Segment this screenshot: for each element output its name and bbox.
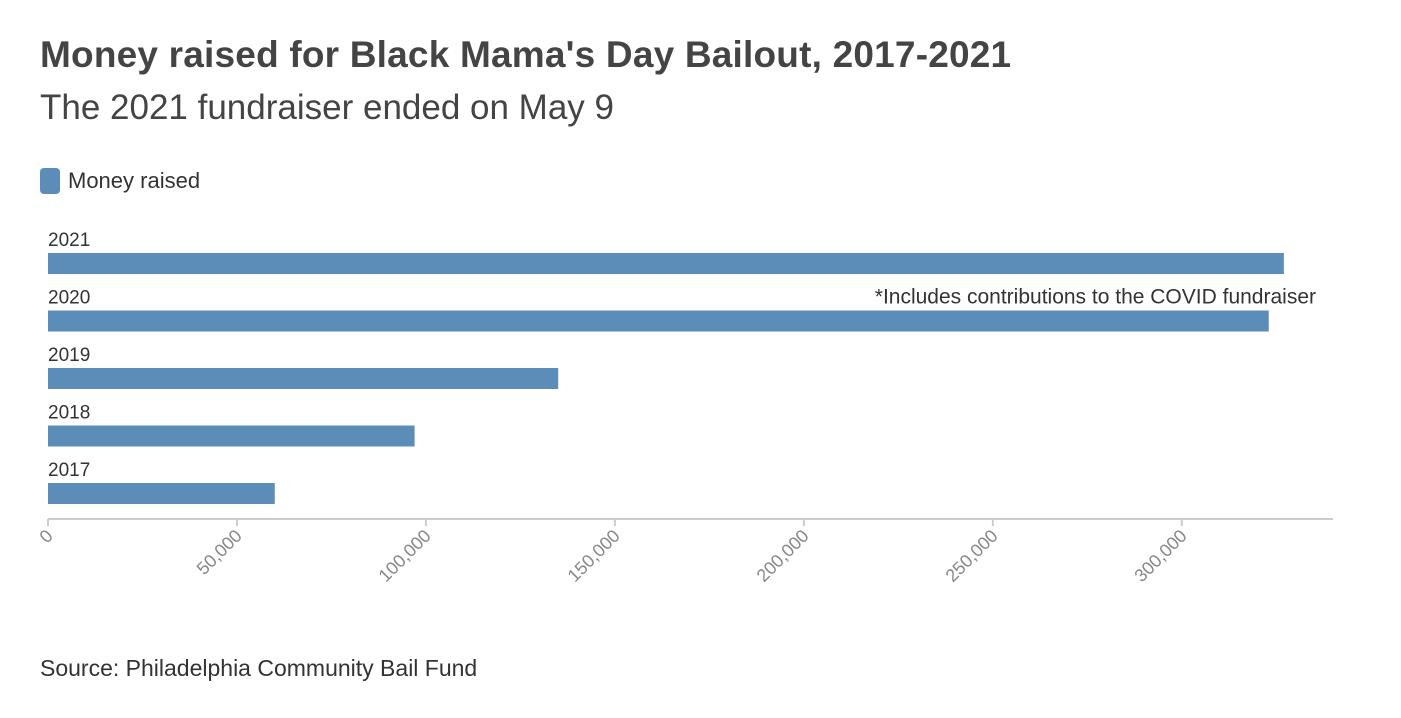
x-tick-label-2: 100,000 <box>375 526 435 586</box>
category-label-2021: 2021 <box>48 230 90 251</box>
chart-subtitle: The 2021 fundraiser ended on May 9 <box>40 88 614 127</box>
category-label-2018: 2018 <box>48 403 90 424</box>
annotation-note: *Includes contributions to the COVID fun… <box>875 286 1316 309</box>
x-tick-label-5: 250,000 <box>942 526 1002 586</box>
chart-title: Money raised for Black Mama's Day Bailou… <box>40 34 1012 75</box>
source-note: Source: Philadelphia Community Bail Fund <box>40 655 478 681</box>
bar-2020 <box>48 310 1269 332</box>
x-tick-label-1: 50,000 <box>193 526 246 579</box>
category-label-2019: 2019 <box>48 345 90 366</box>
bar-2021 <box>48 253 1284 274</box>
bar-2019 <box>48 368 559 389</box>
legend-label: Money raised <box>68 168 201 193</box>
bar-2018 <box>48 425 415 447</box>
bar-2017 <box>48 483 275 504</box>
category-label-2020: 2020 <box>48 288 90 309</box>
category-label-2017: 2017 <box>48 460 90 481</box>
x-tick-label-0: 0 <box>36 526 57 547</box>
legend-swatch <box>40 168 60 194</box>
x-tick-label-3: 150,000 <box>564 526 624 586</box>
x-tick-label-6: 300,000 <box>1130 526 1190 586</box>
x-tick-label-4: 200,000 <box>753 526 813 586</box>
legend: Money raised <box>40 168 200 194</box>
